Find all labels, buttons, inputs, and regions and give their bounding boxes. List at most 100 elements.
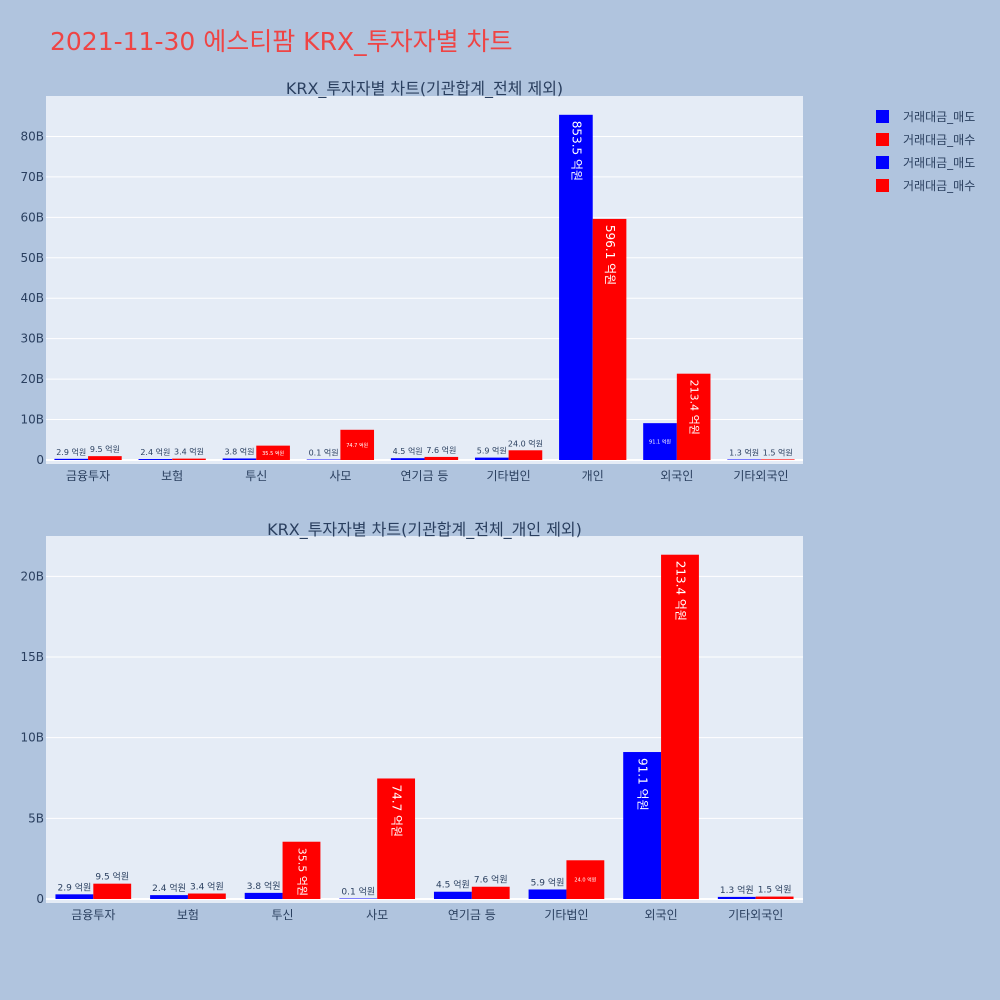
bar-data-label: 35.5 억원 [262,450,284,457]
bar-data-label: 3.8 억원 [224,446,254,456]
legend-label: 거래대금_매수 [903,179,976,193]
y-tick-label: 15B [20,650,44,664]
x-tick-label: 기타외국인 [728,908,783,922]
bar-data-label: 74.7 억원 [390,784,404,837]
legend-swatch-buy [876,133,889,146]
bar-sell [717,896,756,899]
bar-data-label: 4.5 억원 [393,446,423,456]
bar-data-label: 3.4 억원 [190,881,224,893]
x-tick-label: 보험 [177,908,199,922]
bar-data-label: 1.3 억원 [720,884,754,896]
x-tick-label: 개인 [582,469,604,483]
bar-data-label: 1.5 억원 [758,884,792,896]
legend-item-buy-1[interactable]: 거래대금_매수 [876,128,975,151]
bar-data-label: 7.6 억원 [474,874,508,886]
legend-label: 거래대금_매도 [903,156,976,170]
bar-data-label: 7.6 억원 [426,445,456,455]
bar-data-label: 74.7 억원 [346,442,368,449]
x-tick-label: 연기금 등 [401,469,449,483]
bar-data-label: 1.3 억원 [729,447,759,457]
legend-item-sell-1[interactable]: 거래대금_매도 [876,105,975,128]
bar-sell [55,894,94,899]
bar-data-label: 91.1 억원 [649,439,671,446]
bar-data-label: 0.1 억원 [309,448,339,458]
chart-title: KRX_투자자별 차트(기관합계_전체 제외) [286,79,563,99]
bar-data-label: 596.1 억원 [603,225,617,285]
bar-data-label: 213.4 억원 [688,380,701,435]
bar-sell [623,752,662,899]
bar-data-label: 213.4 억원 [673,561,687,621]
x-tick-label: 금융투자 [71,908,115,922]
x-tick-label: 외국인 [645,908,678,922]
y-tick-label: 5B [28,811,44,825]
bar-data-label: 2.4 억원 [152,882,186,894]
bar-sell [390,458,425,460]
bar-data-label: 3.4 억원 [174,447,204,457]
y-tick-label: 30B [20,332,44,346]
bar-buy [282,841,321,899]
bar-data-label: 2.4 억원 [140,447,170,457]
legend-label: 거래대금_매수 [903,133,976,147]
bar-data-label: 2.9 억원 [58,881,92,893]
legend-label: 거래대금_매도 [903,110,976,124]
bar-buy [676,373,711,460]
y-tick-label: 50B [20,251,44,265]
y-tick-label: 0 [36,892,44,906]
bar-buy [88,456,122,460]
bar-buy [256,445,290,460]
y-tick-label: 20B [20,569,44,583]
bar-sell [643,423,677,460]
y-tick-label: 70B [20,170,44,184]
bar-data-label: 0.1 억원 [341,886,375,898]
x-tick-label: 금융투자 [66,469,110,483]
x-tick-label: 연기금 등 [448,908,496,922]
legend-swatch-buy [876,179,889,192]
y-tick-label: 20B [20,372,44,386]
bar-data-label: 24.0 억원 [574,877,596,884]
chart-2: 0 5B 10B 15B 20B KRX_투자자별 차트(기관합계_전체_개인 제외) 금융… [20,520,803,922]
bar-data-label: 2.9 억원 [56,447,86,457]
bar-data-label: 24.0 억원 [508,438,543,448]
bar-sell [150,895,188,899]
page-title: 2021-11-30 에스티팜 KRX_투자자별 차트 [50,27,513,56]
bar-data-label: 35.5 억원 [295,848,308,896]
bar-sell [54,458,89,460]
chart-1: 0 10B 20B 30B 40B 50B 60B 70B 80B KRX_투자자별 차트(기관합… [20,79,803,483]
bar-sell [339,898,378,899]
bar-data-label: 9.5 억원 [95,871,129,883]
bar-sell [138,459,173,460]
chart-title: KRX_투자자별 차트(기관합계_전체_개인 제외) [267,520,582,540]
x-tick-label: 사모 [366,908,388,922]
y-tick-label: 40B [20,291,44,305]
legend-item-sell-2[interactable]: 거래대금_매도 [876,151,975,174]
x-tick-label: 기타법인 [487,469,531,483]
bar-sell [559,114,593,460]
bar-buy [508,450,543,460]
bar-buy [340,429,375,460]
x-tick-label: 투신 [245,469,267,483]
bar-buy [760,459,795,460]
bar-buy [755,896,794,899]
bar-buy [377,778,416,899]
bar-buy [187,893,226,899]
y-tick-label: 0 [36,453,44,467]
x-tick-label: 기타법인 [544,908,588,922]
bar-data-label: 853.5 억원 [569,121,583,181]
bar-buy [93,883,132,899]
bar-sell [244,892,283,899]
legend-item-buy-2[interactable]: 거래대금_매수 [876,174,975,197]
x-tick-label: 사모 [329,469,351,483]
bar-buy [661,554,699,899]
legend[interactable]: 거래대금_매도 거래대금_매수 거래대금_매도 거래대금_매수 [876,105,975,197]
bar-sell [474,457,509,460]
legend-swatch-sell [876,156,889,169]
bar-buy [172,458,206,460]
x-tick-label: 보험 [161,469,183,483]
bar-sell [222,458,257,460]
y-tick-label: 10B [20,413,44,427]
bar-data-label: 9.5 억원 [90,444,120,454]
bar-buy [592,218,627,460]
bar-sell [306,459,341,460]
y-tick-label: 10B [20,731,44,745]
